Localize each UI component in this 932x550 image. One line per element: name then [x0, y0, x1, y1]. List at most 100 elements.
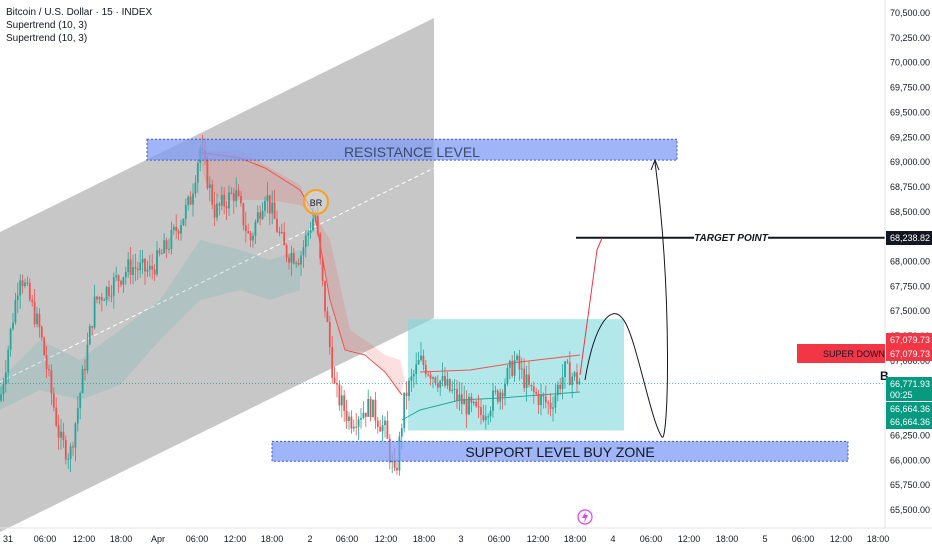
candle-body: [172, 226, 175, 230]
candle-body: [259, 212, 262, 219]
time-tick-label: 06:00: [488, 534, 511, 544]
candle-body: [470, 396, 473, 403]
candle-body: [223, 194, 226, 207]
candle-body: [300, 255, 302, 265]
time-tick-label: 06:00: [186, 534, 209, 544]
candle-body: [338, 384, 341, 406]
candle-body: [127, 259, 130, 272]
time-tick-label: 12:00: [73, 534, 96, 544]
level-zones: [146, 138, 849, 462]
super-up-tag-1: [886, 402, 932, 416]
candle-body: [340, 395, 343, 406]
candle-body: [295, 263, 298, 265]
candle-body: [542, 394, 545, 397]
candle-body: [321, 258, 324, 281]
candle-body: [564, 361, 566, 378]
candle-body: [216, 203, 218, 218]
time-tick-label: 06:00: [34, 534, 57, 544]
candle-body: [163, 240, 166, 254]
price-tick-label: 69,750.00: [890, 83, 930, 93]
resistance-label: RESISTANCE LEVEL: [344, 144, 480, 160]
wave-arrowhead: [650, 158, 660, 171]
candle-body: [187, 196, 190, 205]
time-axis[interactable]: 31 06:00 12:00 18:00 Apr 06:00 12:00 18:00 2 06:0…: [3, 534, 889, 544]
candle-body: [79, 393, 82, 409]
candle-body: [45, 355, 48, 370]
super-down-tag-1-text: 67,079.73: [890, 335, 930, 345]
candle-body: [24, 282, 26, 286]
candle-body: [367, 398, 370, 417]
super-down-tag-1: [886, 333, 932, 347]
candle-body: [206, 158, 209, 189]
candle-body: [134, 267, 137, 269]
super-down-tag-2: [886, 347, 932, 361]
candle-body: [115, 275, 118, 278]
candle-body: [312, 218, 314, 231]
candle-body: [477, 406, 480, 408]
candle-body: [105, 287, 108, 301]
candle-body: [235, 190, 238, 201]
last-price-text: 66,771.93: [890, 379, 930, 389]
candle-body: [523, 368, 526, 388]
candle-body: [458, 394, 461, 401]
price-tick-label: 69,000.00: [890, 157, 930, 167]
lightning-icon[interactable]: [577, 509, 593, 525]
indicator-1[interactable]: Supertrend (10, 3): [6, 20, 88, 31]
candle-body: [261, 210, 264, 219]
candle-body: [96, 296, 98, 300]
resistance-zone: [146, 138, 678, 161]
candle-body: [220, 194, 223, 206]
candle-body: [67, 458, 70, 460]
price-tick-label: 66,000.00: [890, 455, 930, 465]
symbol-title[interactable]: Bitcoin / U.S. Dollar · 15 · INDEX: [6, 7, 153, 18]
breakout-label: BR: [310, 198, 323, 208]
candle-body: [316, 215, 319, 234]
price-tick-label: 68,750.00: [890, 182, 930, 192]
candle-body: [362, 412, 365, 419]
candle-body: [492, 390, 494, 411]
support-label: SUPPORT LEVEL BUY ZONE: [465, 444, 654, 460]
candle-body: [456, 388, 458, 401]
candle-body: [422, 355, 425, 365]
candle-body: [508, 360, 511, 368]
b-marker: B: [880, 369, 889, 383]
candle-body: [43, 337, 46, 356]
candle-body: [247, 231, 250, 234]
candle-body: [55, 407, 58, 426]
consolidation-fill: [408, 319, 624, 431]
candle-body: [14, 299, 17, 323]
candle-body: [374, 399, 377, 421]
candle-body: [76, 408, 79, 424]
candle-body: [192, 193, 194, 205]
target-label: TARGET POINT: [694, 233, 769, 244]
candle-body: [218, 203, 221, 206]
candle-body: [381, 425, 384, 432]
candle-body: [160, 253, 163, 255]
candle-body: [242, 203, 245, 226]
candle-body: [19, 280, 22, 296]
candle-body: [156, 250, 158, 275]
candle-body: [333, 377, 336, 383]
candle-body: [266, 195, 269, 201]
candle-body: [124, 271, 127, 278]
time-tick-label: 18:00: [867, 534, 890, 544]
candle-body: [475, 401, 478, 407]
candle-body: [120, 280, 122, 285]
candle-body: [69, 446, 72, 459]
super-up-tag-1-text: 66,664.36: [890, 404, 930, 414]
candle-body: [141, 258, 144, 263]
candle-body: [544, 396, 547, 403]
chart-legend: Bitcoin / U.S. Dollar · 15 · INDEX Super…: [6, 6, 152, 45]
time-tick-label: 12:00: [830, 534, 853, 544]
candle-body: [482, 414, 485, 421]
indicator-2[interactable]: Supertrend (10, 3): [6, 33, 88, 44]
candle-body: [52, 393, 55, 408]
candle-body: [494, 390, 497, 392]
candle-body: [561, 377, 564, 390]
price-tick-label: 69,500.00: [890, 107, 930, 117]
candle-body: [396, 467, 398, 471]
time-tick-label: 06:00: [792, 534, 815, 544]
price-axis[interactable]: 70,500.00 70,250.00 70,000.00 69,750.00 69,5…: [890, 8, 930, 515]
candle-body: [309, 230, 312, 233]
